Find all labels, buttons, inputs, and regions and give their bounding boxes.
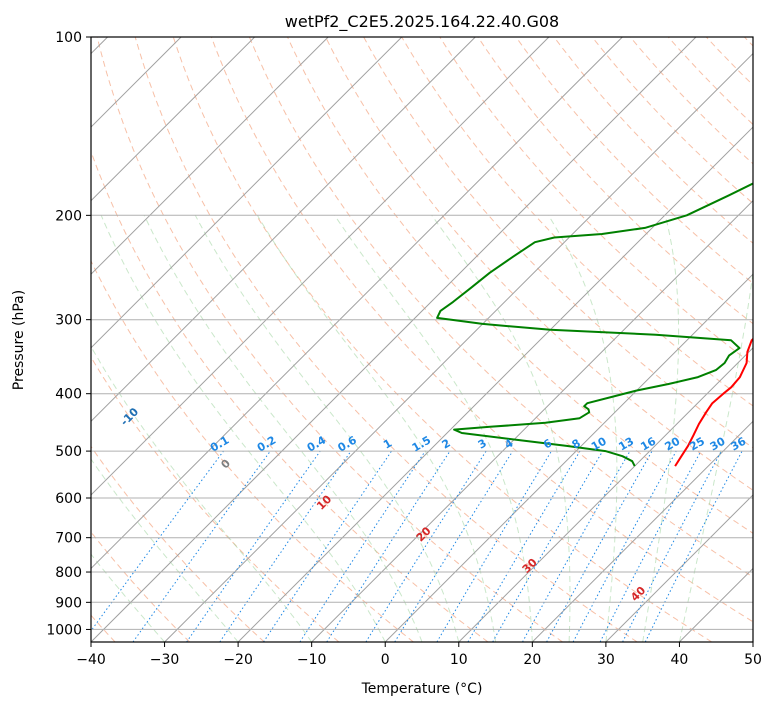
isotherm-line: [605, 494, 753, 642]
y-tick-label: 500: [55, 444, 82, 460]
isotherm-line: [91, 37, 476, 423]
mixing-ratio-line: [132, 450, 271, 642]
mixing-ratio-line: [326, 450, 451, 642]
mixing-ratio-line: [522, 450, 631, 642]
dry-adiabat-line: [172, 37, 713, 642]
isotherm-line: [458, 347, 753, 642]
dry-adiabat-line: [134, 37, 638, 642]
moist-adiabat-line: [431, 215, 571, 642]
x-axis-title: Temperature (°C): [361, 681, 483, 697]
moist-adiabat-line: [100, 215, 386, 642]
dry-adiabat-line: [91, 259, 414, 642]
mixing-ratio-line: [644, 450, 743, 642]
moist-adiabat-line: [548, 215, 618, 642]
mixing-ratio-line: [546, 450, 653, 642]
isotherm-line: [531, 420, 753, 642]
y-tick-label: 600: [55, 491, 82, 507]
mixing-ratio-line: [299, 450, 426, 642]
temperature-profile-line: [674, 337, 753, 467]
background-lines: [91, 37, 753, 642]
plot-frame: [90, 36, 754, 643]
dry-adiabat-line: [91, 356, 340, 642]
isotherm-line: [237, 126, 753, 642]
x-tick-label: 30: [597, 652, 615, 668]
x-tick-label: 20: [523, 652, 541, 668]
y-tick-label: 800: [55, 565, 82, 581]
y-tick-label: 900: [55, 595, 82, 611]
plot-area: [91, 37, 753, 642]
y-tick-label: 700: [55, 531, 82, 547]
dry-adiabat-line: [515, 37, 753, 284]
y-tick-label: 100: [55, 30, 82, 46]
isotherm-line: [164, 52, 753, 642]
mixing-ratio-line: [263, 450, 392, 642]
isotherm-line: [91, 37, 329, 275]
x-tick-label: −20: [223, 652, 253, 668]
moist-adiabat-line: [91, 345, 313, 642]
dry-adiabat-line: [210, 37, 753, 623]
mixing-ratio-line: [219, 450, 352, 642]
moist-adiabat-line: [642, 215, 680, 642]
isotherm-line: [752, 641, 753, 642]
isotherm-line: [384, 273, 753, 642]
profile-lines: [436, 182, 753, 467]
y-tick-label: 200: [55, 208, 82, 224]
isotherm-line: [91, 37, 550, 496]
dry-adiabat-line: [96, 37, 563, 642]
moist-adiabat-line: [91, 458, 239, 642]
x-tick-label: 40: [671, 652, 689, 668]
moist-adiabat-line: [143, 215, 423, 642]
isotherm-line: [91, 37, 697, 642]
isotherm-line: [91, 37, 403, 349]
x-tick-label: −30: [150, 652, 180, 668]
isotherm-line: [311, 199, 753, 642]
x-axis-ticks: −40 −30 −20 −10 0 10 20 30 40 50: [76, 642, 762, 668]
x-tick-label: 0: [381, 652, 390, 668]
y-tick-label: 400: [55, 387, 82, 403]
x-tick-label: 50: [744, 652, 762, 668]
moist-adiabat-line: [678, 269, 753, 642]
y-tick-label: 1000: [46, 622, 82, 638]
x-tick-label: −40: [76, 652, 106, 668]
x-tick-label: −10: [297, 652, 327, 668]
moist-adiabat-line: [194, 215, 460, 642]
dry-adiabat-line: [325, 37, 753, 491]
dry-adiabat-line: [248, 37, 753, 578]
chart-title: wetPf2_C2E5.2025.164.22.40.G08: [285, 12, 559, 32]
mixing-ratio-line: [572, 450, 677, 642]
dry-adiabat-line: [91, 445, 265, 642]
dry-adiabat-line: [287, 37, 753, 534]
moist-adiabat-line: [334, 215, 533, 642]
mixing-ratio-line: [186, 450, 321, 642]
x-tick-label: 10: [450, 652, 468, 668]
y-tick-label: 300: [55, 313, 82, 329]
pressure-gridlines: [91, 37, 753, 630]
isotherm-line: [91, 37, 256, 202]
isotherm-line: [91, 37, 623, 570]
dewpoint-profile-line: [436, 182, 753, 467]
mixing-ratio-line: [91, 450, 224, 632]
mixing-ratio-line: [394, 450, 514, 642]
y-axis-title: Pressure (hPa): [11, 290, 27, 390]
y-axis-ticks: 100 200 300 400 500 600 700 800 900 1000: [46, 30, 91, 638]
